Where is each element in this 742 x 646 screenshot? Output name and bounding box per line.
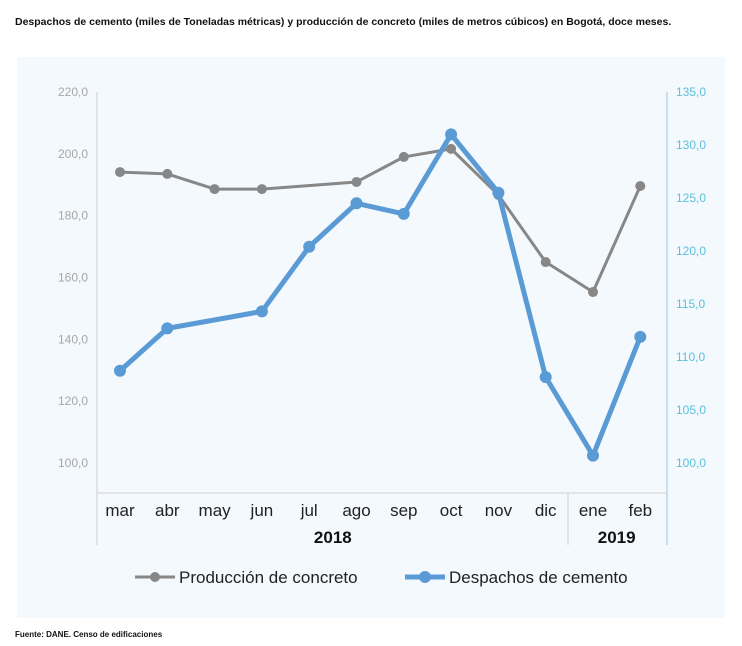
- chart-panel: [17, 57, 725, 618]
- chart-title: Despachos de cemento (miles de Toneladas…: [15, 16, 672, 28]
- source-note: Fuente: DANE. Censo de edificaciones: [15, 630, 163, 639]
